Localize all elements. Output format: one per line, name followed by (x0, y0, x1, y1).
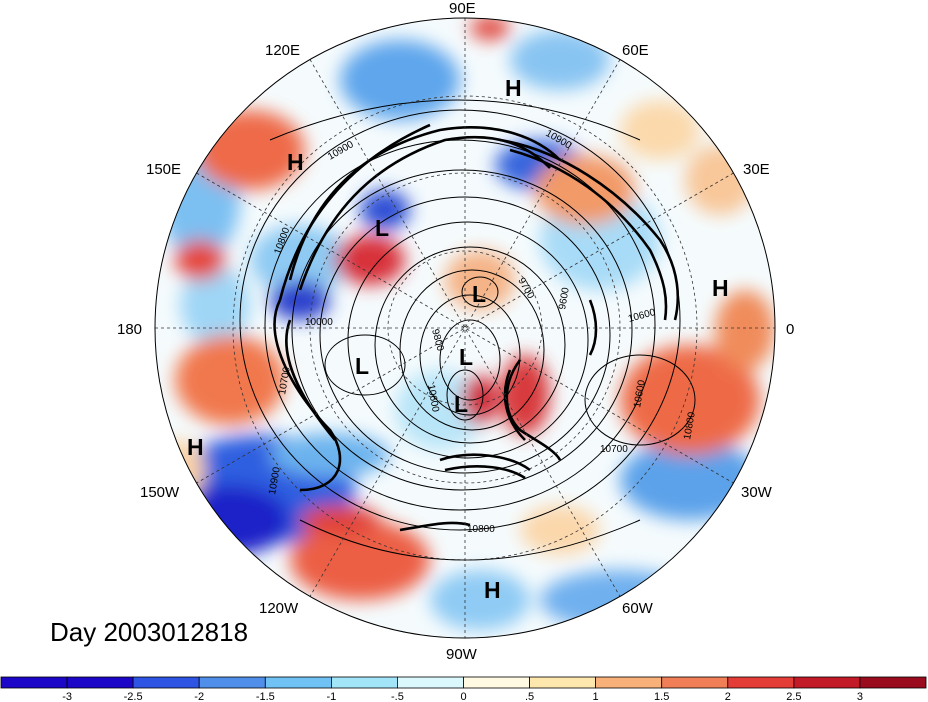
colorbar-box (859, 676, 927, 689)
colorbar-tick-label: 2 (725, 691, 731, 702)
high-center: H (484, 577, 501, 603)
colorbar-tick-label: .5 (525, 691, 534, 702)
lon-label-120e: 120E (265, 42, 300, 59)
map-border (154, 17, 776, 639)
colorbar-box (66, 676, 134, 689)
colorbar-tick-label: -3 (62, 691, 72, 702)
lon-label-60e: 60E (622, 42, 649, 59)
colorbar-box (198, 676, 266, 689)
contour-label: 10000 (305, 317, 333, 328)
colorbar-box (661, 676, 729, 689)
low-center: L (375, 215, 389, 241)
colorbar-tick-label: -2 (194, 691, 204, 702)
colorbar-tick-label: 3 (857, 691, 863, 702)
contour-label: 10900 (267, 466, 283, 496)
longitude-labels: 90E 60E 30E 0 30W 60W 90W 120W 150W 180 … (117, 0, 794, 663)
anomaly-field (155, 18, 775, 638)
low-center: L (355, 353, 369, 379)
lon-label-30e: 30E (743, 161, 770, 178)
colorbar-tick-label: -1.5 (256, 691, 275, 702)
lon-label-120w: 120W (259, 600, 299, 617)
contour-label: 9600 (557, 286, 572, 310)
contour-label: 10800 (682, 411, 698, 441)
colorbar-tick-label: 1.5 (654, 691, 669, 702)
contour-label: 10700 (600, 444, 628, 455)
map-title: Day 2003012818 (50, 617, 249, 647)
lon-label-150e: 150E (146, 161, 181, 178)
lon-label-90w: 90W (446, 646, 478, 663)
lon-label-180: 180 (117, 321, 142, 338)
pressure-centers: H H H H H L L L L L (187, 75, 729, 603)
high-center: H (287, 149, 304, 175)
low-center: L (472, 281, 486, 307)
colorbar-box (330, 676, 398, 689)
colorbar-box (529, 676, 597, 689)
colorbar-tick-label: -2.5 (124, 691, 143, 702)
contour-label: 10700 (277, 366, 293, 396)
colorbar-box (0, 676, 68, 689)
polar-map: 90E 60E 30E 0 30W 60W 90W 120W 150W 180 … (117, 0, 794, 663)
colorbar-tick-label: 2.5 (786, 691, 801, 702)
contour-label: 10600 (632, 379, 648, 409)
colorbar-tick-label: -.5 (391, 691, 404, 702)
colorbar-box (396, 676, 464, 689)
low-center: L (459, 344, 473, 370)
colorbar-box (595, 676, 663, 689)
low-center: L (454, 391, 468, 417)
jet-stream-contours (273, 123, 680, 532)
lon-label-0: 0 (786, 321, 794, 338)
colorbar-box (264, 676, 332, 689)
colorbar-box (132, 676, 200, 689)
high-center: H (187, 434, 204, 460)
lon-label-60w: 60W (622, 600, 654, 617)
colorbar-box (727, 676, 795, 689)
colorbar-box (793, 676, 861, 689)
high-center: H (505, 75, 522, 101)
colorbar-tick-label: 0 (460, 691, 466, 702)
lon-label-150w: 150W (140, 484, 180, 501)
colorbar-tick-label: -1 (327, 691, 337, 702)
colorbar-box (463, 676, 530, 689)
high-center: H (712, 275, 729, 301)
contour-label: 10800 (467, 524, 495, 535)
colorbar: -3 -2.5 -2 -1.5 -1 -.5 0 .5 1 1.5 2 2.5 3 (0, 676, 927, 702)
lon-label-90e: 90E (449, 0, 476, 17)
colorbar-tick-label: 1 (593, 691, 599, 702)
lon-label-30w: 30W (741, 484, 773, 501)
graticule (155, 18, 775, 638)
contour-label: 10600 (425, 384, 441, 414)
